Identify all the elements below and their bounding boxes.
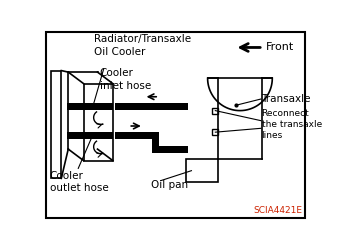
Polygon shape bbox=[208, 78, 272, 111]
Text: Cooler
inlet hose: Cooler inlet hose bbox=[100, 68, 151, 91]
FancyBboxPatch shape bbox=[212, 108, 219, 114]
Text: Front: Front bbox=[266, 42, 294, 53]
Text: Oil pan: Oil pan bbox=[152, 180, 188, 190]
FancyBboxPatch shape bbox=[115, 132, 159, 139]
Text: Reconnect
the transaxle
lines: Reconnect the transaxle lines bbox=[262, 109, 322, 140]
FancyBboxPatch shape bbox=[152, 139, 159, 153]
Text: Radiator/Transaxle
Oil Cooler: Radiator/Transaxle Oil Cooler bbox=[94, 34, 191, 57]
Text: Transaxle: Transaxle bbox=[262, 94, 311, 104]
FancyBboxPatch shape bbox=[67, 132, 113, 139]
Text: SCIA4421E: SCIA4421E bbox=[253, 206, 302, 215]
FancyBboxPatch shape bbox=[186, 159, 219, 182]
FancyBboxPatch shape bbox=[115, 103, 188, 110]
FancyBboxPatch shape bbox=[84, 84, 113, 161]
FancyBboxPatch shape bbox=[152, 146, 188, 153]
Text: Cooler
outlet hose: Cooler outlet hose bbox=[50, 171, 108, 193]
FancyBboxPatch shape bbox=[46, 32, 305, 218]
FancyBboxPatch shape bbox=[212, 129, 219, 135]
FancyBboxPatch shape bbox=[67, 103, 113, 110]
FancyBboxPatch shape bbox=[51, 71, 61, 178]
